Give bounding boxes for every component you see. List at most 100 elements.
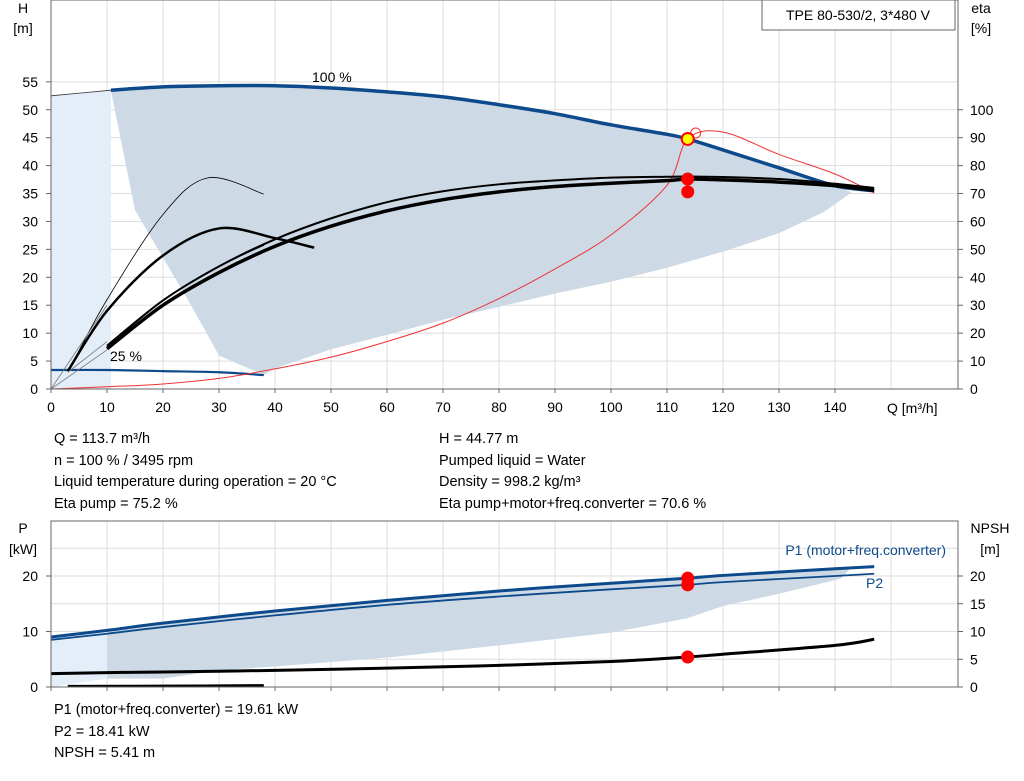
eta-tick-label: 60 <box>970 213 986 229</box>
npsh-tick-label: 5 <box>970 651 978 667</box>
npsh-tick-label: 15 <box>970 596 986 612</box>
thin-guide-line <box>67 341 108 373</box>
x-axis-label: Q [m³/h] <box>887 400 938 416</box>
h-tick-label: 5 <box>30 353 38 369</box>
top-envelope <box>51 85 852 389</box>
eta-curve-reduced-speed <box>66 226 315 372</box>
npsh-axis-title: NPSH <box>971 520 1010 536</box>
x-tick-label: 130 <box>767 399 791 415</box>
h-tick-label: 25 <box>22 241 38 257</box>
x-axis-ticks: 0 10 20 30 40 50 60 70 80 90 100 110 120 130 140 <box>47 389 847 691</box>
info-head: H = 44.77 m <box>439 431 519 447</box>
x-tick-label: 100 <box>599 399 623 415</box>
label-25-percent: 25 % <box>110 348 142 364</box>
operating-envelope <box>110 85 852 376</box>
npsh-curve-low-speed <box>67 684 264 687</box>
info-eta-total: Eta pump+motor+freq.converter = 70.6 % <box>439 495 707 512</box>
top-chart: 0 10 20 30 40 50 60 70 80 90 100 110 120 130 140 05101… <box>13 0 994 691</box>
p-tick-label: 10 <box>22 624 38 640</box>
bottom-operating-points <box>681 571 695 664</box>
eta-tick-label: 10 <box>970 353 986 369</box>
eta-axis-title: eta <box>971 0 991 16</box>
npsh-operating-point <box>681 650 695 664</box>
x-tick-label: 10 <box>99 399 115 415</box>
h-tick-label: 20 <box>22 269 38 285</box>
h-tick-label: 45 <box>22 130 38 146</box>
eta-tick-label: 100 <box>970 102 994 118</box>
npsh-tick-label: 20 <box>970 568 986 584</box>
info-eta-pump: Eta pump = 75.2 % <box>54 495 178 512</box>
thin-guide-line <box>51 305 108 389</box>
p2-series-label: P2 <box>866 575 883 591</box>
p-tick-label: 0 <box>30 679 38 695</box>
x-tick-label: 90 <box>547 399 563 415</box>
h-axis-title: H <box>18 0 28 16</box>
x-tick-label: 0 <box>47 399 55 415</box>
npsh-tick-label: 0 <box>970 679 978 695</box>
eta-tick-label: 80 <box>970 158 986 174</box>
h-tick-label: 15 <box>22 297 38 313</box>
p-axis-title: P <box>18 520 27 536</box>
npsh-curve <box>51 637 875 676</box>
title-box <box>761 0 956 31</box>
eta-tick-label: 30 <box>970 297 986 313</box>
eta-tick-label: 70 <box>970 186 986 202</box>
info-pumped-liquid: Pumped liquid = Water <box>439 452 586 469</box>
info-top-right: H = 44.77 m Pumped liquid = Water Densit… <box>439 429 706 515</box>
eta-tick-label: 50 <box>970 241 986 257</box>
eta-tick-label: 40 <box>970 269 986 285</box>
h-axis-ticks: 0 5 10 15 20 25 30 35 40 45 50 55 <box>22 74 51 397</box>
p-tick-label: 20 <box>22 568 38 584</box>
info-top-left: Q = 113.7 m³/h n = 100 % / 3495 rpm Liqu… <box>54 429 337 515</box>
head-operating-point <box>680 131 695 146</box>
eta-curve-low-speed <box>106 244 265 348</box>
eta-pump-point <box>681 172 695 186</box>
h-tick-label: 55 <box>22 74 38 90</box>
chart-title: TPE 80-530/2, 3*480 V <box>786 7 931 23</box>
head-curve-100-percent <box>110 83 875 193</box>
eta-pump-motor-curve <box>105 177 875 351</box>
info-liquid-temperature: Liquid temperature during operation = 20… <box>54 474 337 490</box>
light-fill-region <box>51 90 111 389</box>
bottom-curves <box>51 565 875 687</box>
p2-curve <box>51 572 875 641</box>
eta-tick-label: 90 <box>970 130 986 146</box>
eta-tick-label: 0 <box>970 381 978 397</box>
h-tick-label: 40 <box>22 158 38 174</box>
p1-series-label: P1 (motor+freq.converter) <box>785 542 946 558</box>
head-curve-extension <box>51 89 111 97</box>
x-tick-label: 110 <box>656 399 679 415</box>
info-density: Density = 998.2 kg/m³ <box>439 474 581 490</box>
thin-guide-line <box>51 349 108 389</box>
eta-total-point <box>681 185 695 199</box>
npsh-axis-unit: [m] <box>980 541 999 557</box>
eta-axis-ticks: 0 10 20 30 40 50 60 70 80 90 100 <box>958 102 994 397</box>
eta-tick-label: 20 <box>970 325 986 341</box>
power-envelope <box>107 567 852 679</box>
npsh-axis-ticks: 0 5 10 15 20 <box>958 568 986 695</box>
h-tick-label: 10 <box>22 325 38 341</box>
h-tick-label: 30 <box>22 213 38 229</box>
p1-curve <box>51 565 875 639</box>
info-speed: n = 100 % / 3495 rpm <box>54 452 194 469</box>
info-bottom: P1 (motor+freq.converter) = 19.61 kW P2 … <box>54 700 298 765</box>
system-curve <box>51 130 875 389</box>
x-tick-label: 80 <box>491 399 507 415</box>
x-tick-label: 40 <box>267 399 283 415</box>
info-p1: P1 (motor+freq.converter) = 19.61 kW <box>54 702 299 718</box>
top-curves <box>51 83 875 389</box>
x-tick-label: 60 <box>379 399 395 415</box>
x-tick-label: 50 <box>323 399 339 415</box>
h-axis-unit: [m] <box>13 20 32 36</box>
x-tick-label: 30 <box>211 399 227 415</box>
x-tick-label: 140 <box>823 399 847 415</box>
label-100-percent: 100 % <box>312 69 352 85</box>
x-tick-label: 70 <box>435 399 451 415</box>
eta-axis-unit: [%] <box>971 20 991 36</box>
top-operating-points <box>680 127 702 199</box>
info-npsh: NPSH = 5.41 m <box>54 745 156 761</box>
info-p2: P2 = 18.41 kW <box>54 723 150 740</box>
x-tick-label: 120 <box>711 399 735 415</box>
h-tick-label: 0 <box>30 381 38 397</box>
